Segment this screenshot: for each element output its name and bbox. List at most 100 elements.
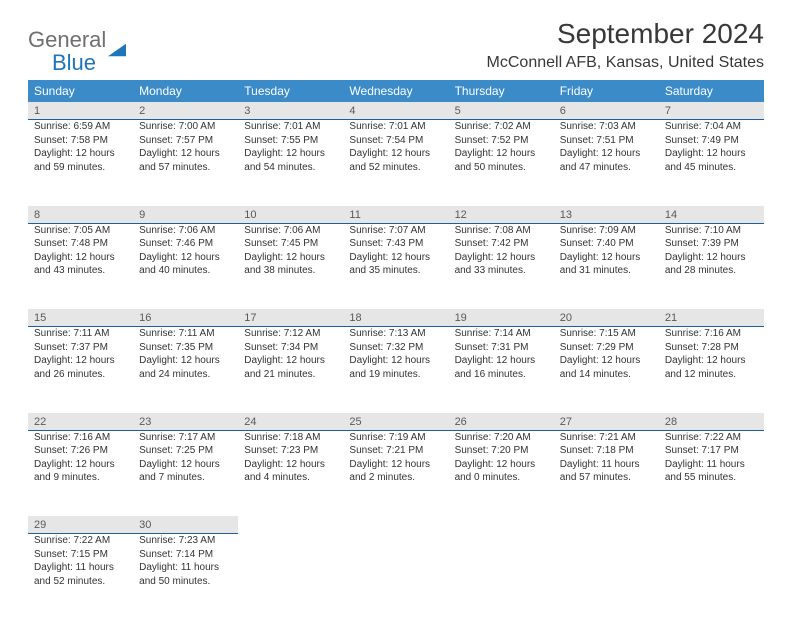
sunset-text: Sunset: 7:45 PM xyxy=(244,238,337,251)
daylight-text: Daylight: 12 hours xyxy=(455,459,548,472)
day-cell: Sunrise: 7:07 AMSunset: 7:43 PMDaylight:… xyxy=(343,223,448,309)
sunrise-text: Sunrise: 7:17 AM xyxy=(139,432,232,445)
daylight-text: Daylight: 11 hours xyxy=(665,459,758,472)
day-number-cell: 15 xyxy=(28,309,133,327)
daylight-text: and 35 minutes. xyxy=(349,265,442,278)
day-number-cell: 26 xyxy=(449,413,554,431)
day-number-cell: 6 xyxy=(554,102,659,120)
daylight-text: Daylight: 12 hours xyxy=(665,148,758,161)
daylight-text: Daylight: 11 hours xyxy=(560,459,653,472)
daylight-text: and 52 minutes. xyxy=(349,162,442,175)
day-number-row: 22232425262728 xyxy=(28,413,764,431)
day-number-row: 891011121314 xyxy=(28,206,764,224)
day-number-cell xyxy=(554,516,659,534)
day-cell: Sunrise: 7:04 AMSunset: 7:49 PMDaylight:… xyxy=(659,120,764,206)
sunrise-text: Sunrise: 7:19 AM xyxy=(349,432,442,445)
daylight-text: Daylight: 12 hours xyxy=(349,148,442,161)
sunset-text: Sunset: 7:49 PM xyxy=(665,135,758,148)
day-number-cell: 17 xyxy=(238,309,343,327)
day-number-cell: 13 xyxy=(554,206,659,224)
day-number-cell xyxy=(238,516,343,534)
sunrise-text: Sunrise: 7:16 AM xyxy=(34,432,127,445)
brand-word2: Blue xyxy=(52,50,96,75)
daylight-text: and 50 minutes. xyxy=(139,576,232,589)
sunrise-text: Sunrise: 7:22 AM xyxy=(34,535,127,548)
day-number-cell: 5 xyxy=(449,102,554,120)
daylight-text: Daylight: 12 hours xyxy=(455,252,548,265)
day-cell: Sunrise: 7:22 AMSunset: 7:15 PMDaylight:… xyxy=(28,534,133,620)
weekday-header: Friday xyxy=(554,80,659,102)
daylight-text: Daylight: 12 hours xyxy=(349,355,442,368)
day-cell: Sunrise: 7:19 AMSunset: 7:21 PMDaylight:… xyxy=(343,430,448,516)
sunrise-text: Sunrise: 7:00 AM xyxy=(139,121,232,134)
day-cell xyxy=(449,534,554,620)
daylight-text: and 4 minutes. xyxy=(244,472,337,485)
daylight-text: and 50 minutes. xyxy=(455,162,548,175)
sunrise-text: Sunrise: 7:20 AM xyxy=(455,432,548,445)
sunset-text: Sunset: 7:54 PM xyxy=(349,135,442,148)
daylight-text: and 31 minutes. xyxy=(560,265,653,278)
weekday-header-row: Sunday Monday Tuesday Wednesday Thursday… xyxy=(28,80,764,102)
daylight-text: and 19 minutes. xyxy=(349,369,442,382)
daylight-text: and 28 minutes. xyxy=(665,265,758,278)
sunrise-text: Sunrise: 7:06 AM xyxy=(139,225,232,238)
day-number-cell: 23 xyxy=(133,413,238,431)
day-content-row: Sunrise: 7:16 AMSunset: 7:26 PMDaylight:… xyxy=(28,430,764,516)
weekday-header: Wednesday xyxy=(343,80,448,102)
daylight-text: and 38 minutes. xyxy=(244,265,337,278)
daylight-text: and 21 minutes. xyxy=(244,369,337,382)
sunrise-text: Sunrise: 7:15 AM xyxy=(560,328,653,341)
daylight-text: Daylight: 12 hours xyxy=(244,148,337,161)
day-number-cell xyxy=(659,516,764,534)
day-cell: Sunrise: 7:17 AMSunset: 7:25 PMDaylight:… xyxy=(133,430,238,516)
location-text: McConnell AFB, Kansas, United States xyxy=(487,54,764,72)
day-cell: Sunrise: 7:06 AMSunset: 7:45 PMDaylight:… xyxy=(238,223,343,309)
day-cell xyxy=(659,534,764,620)
daylight-text: Daylight: 11 hours xyxy=(34,562,127,575)
sunset-text: Sunset: 7:21 PM xyxy=(349,445,442,458)
daylight-text: and 52 minutes. xyxy=(34,576,127,589)
day-number-cell: 25 xyxy=(343,413,448,431)
sunset-text: Sunset: 7:20 PM xyxy=(455,445,548,458)
sunset-text: Sunset: 7:15 PM xyxy=(34,549,127,562)
daylight-text: Daylight: 11 hours xyxy=(139,562,232,575)
daylight-text: and 55 minutes. xyxy=(665,472,758,485)
day-cell: Sunrise: 7:22 AMSunset: 7:17 PMDaylight:… xyxy=(659,430,764,516)
daylight-text: Daylight: 12 hours xyxy=(34,252,127,265)
sunrise-text: Sunrise: 7:05 AM xyxy=(34,225,127,238)
day-number-row: 2930 xyxy=(28,516,764,534)
daylight-text: and 12 minutes. xyxy=(665,369,758,382)
day-number-cell: 19 xyxy=(449,309,554,327)
day-number-cell xyxy=(343,516,448,534)
daylight-text: and 24 minutes. xyxy=(139,369,232,382)
day-cell: Sunrise: 7:10 AMSunset: 7:39 PMDaylight:… xyxy=(659,223,764,309)
day-number-cell: 10 xyxy=(238,206,343,224)
sunrise-text: Sunrise: 7:08 AM xyxy=(455,225,548,238)
day-number-cell: 7 xyxy=(659,102,764,120)
weekday-header: Saturday xyxy=(659,80,764,102)
sunrise-text: Sunrise: 7:01 AM xyxy=(244,121,337,134)
day-content-row: Sunrise: 7:11 AMSunset: 7:37 PMDaylight:… xyxy=(28,327,764,413)
day-number-cell: 27 xyxy=(554,413,659,431)
day-content-row: Sunrise: 7:05 AMSunset: 7:48 PMDaylight:… xyxy=(28,223,764,309)
daylight-text: Daylight: 12 hours xyxy=(139,459,232,472)
day-cell: Sunrise: 7:05 AMSunset: 7:48 PMDaylight:… xyxy=(28,223,133,309)
daylight-text: Daylight: 12 hours xyxy=(665,355,758,368)
daylight-text: Daylight: 12 hours xyxy=(244,252,337,265)
sunset-text: Sunset: 7:18 PM xyxy=(560,445,653,458)
daylight-text: Daylight: 12 hours xyxy=(349,252,442,265)
day-number-cell: 8 xyxy=(28,206,133,224)
daylight-text: and 57 minutes. xyxy=(560,472,653,485)
sunset-text: Sunset: 7:35 PM xyxy=(139,342,232,355)
weekday-header: Sunday xyxy=(28,80,133,102)
sunrise-text: Sunrise: 7:03 AM xyxy=(560,121,653,134)
sunrise-text: Sunrise: 7:11 AM xyxy=(139,328,232,341)
daylight-text: Daylight: 12 hours xyxy=(139,355,232,368)
sunset-text: Sunset: 7:51 PM xyxy=(560,135,653,148)
daylight-text: Daylight: 12 hours xyxy=(34,148,127,161)
daylight-text: and 2 minutes. xyxy=(349,472,442,485)
daylight-text: and 40 minutes. xyxy=(139,265,232,278)
sunset-text: Sunset: 7:52 PM xyxy=(455,135,548,148)
day-cell: Sunrise: 7:06 AMSunset: 7:46 PMDaylight:… xyxy=(133,223,238,309)
day-number-cell: 22 xyxy=(28,413,133,431)
